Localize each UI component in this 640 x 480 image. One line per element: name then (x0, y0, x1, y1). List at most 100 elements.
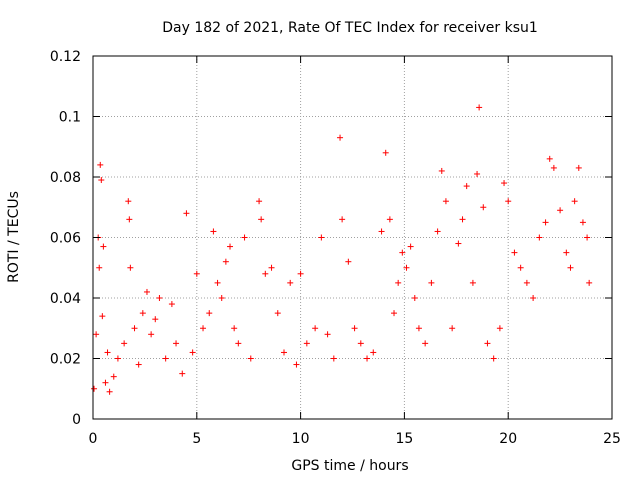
data-point (536, 234, 543, 241)
x-tick-label: 0 (89, 431, 98, 447)
data-point (339, 216, 346, 223)
data-point (357, 340, 364, 347)
data-point (530, 295, 537, 301)
x-axis-label: GPS time / hours (291, 458, 408, 474)
data-point (364, 355, 371, 362)
data-point (480, 204, 487, 211)
data-point (438, 167, 445, 174)
data-point (127, 264, 134, 271)
data-point (156, 295, 163, 301)
y-tick-label: 0.12 (50, 49, 81, 65)
data-point (523, 279, 530, 286)
data-point (100, 243, 107, 250)
data-point (104, 349, 111, 356)
data-point (484, 340, 491, 347)
data-point (517, 264, 524, 271)
data-point (575, 164, 582, 171)
x-tick-label: 5 (192, 431, 201, 447)
data-point (214, 279, 221, 286)
data-point (382, 149, 389, 156)
data-point (337, 134, 344, 141)
data-point (135, 361, 142, 368)
data-point (579, 219, 586, 226)
data-point (293, 361, 300, 368)
data-point (469, 279, 476, 286)
data-point (106, 388, 113, 395)
data-point (152, 316, 159, 323)
data-point (183, 210, 190, 217)
data-point (386, 216, 393, 223)
data-point (210, 228, 217, 235)
data-point (399, 249, 406, 256)
data-point (268, 264, 275, 271)
data-point (231, 325, 238, 332)
data-point (297, 270, 304, 277)
x-tick-label: 20 (499, 431, 517, 447)
data-point (247, 355, 254, 362)
y-tick-label: 0.08 (50, 170, 81, 186)
data-point (434, 228, 441, 235)
data-point (93, 331, 100, 338)
data-point (455, 240, 462, 247)
data-point (411, 295, 418, 301)
data-point (121, 340, 128, 347)
data-point (542, 219, 549, 226)
data-point (131, 325, 138, 332)
y-tick-label: 0 (72, 412, 81, 428)
data-point (330, 355, 337, 362)
data-point (422, 340, 429, 347)
data-point (227, 243, 234, 250)
data-point (162, 355, 169, 362)
data-point (463, 183, 470, 190)
y-tick-label: 0.04 (50, 291, 81, 307)
data-point (96, 264, 103, 271)
data-point (110, 373, 117, 380)
data-point (476, 104, 483, 111)
data-point (139, 310, 146, 317)
data-point (567, 264, 574, 271)
data-point (98, 177, 105, 184)
data-point (179, 370, 186, 377)
data-point (312, 325, 319, 332)
data-point (571, 198, 578, 205)
y-tick-label: 0.1 (59, 110, 81, 126)
data-point (403, 264, 410, 271)
data-point (505, 198, 512, 205)
data-point (546, 155, 553, 162)
x-tick-label: 10 (292, 431, 310, 447)
data-point (262, 270, 269, 277)
grid-lines (93, 56, 612, 419)
data-point (258, 216, 265, 223)
data-point (193, 270, 200, 277)
data-point (114, 355, 121, 362)
data-point (280, 349, 287, 356)
axis-ticks: 0 5 10 15 20 25 0 0.02 0.04 0.06 0.08 0.1 0.12 (50, 49, 621, 447)
y-tick-label: 0.02 (50, 352, 81, 368)
data-point (218, 295, 225, 301)
data-point (125, 198, 132, 205)
data-point (391, 310, 398, 317)
data-point (378, 228, 385, 235)
data-point (407, 243, 414, 250)
y-axis-label: ROTI / TECUs (6, 191, 22, 283)
data-point (303, 340, 310, 347)
data-point (222, 258, 229, 265)
data-point (173, 340, 180, 347)
data-point (206, 310, 213, 317)
data-point (459, 216, 466, 223)
data-point (474, 170, 481, 177)
data-point (189, 349, 196, 356)
data-point (550, 164, 557, 171)
data-point (501, 180, 508, 187)
data-point (442, 198, 449, 205)
data-point (200, 325, 207, 332)
data-point (126, 216, 133, 223)
data-point (345, 258, 352, 265)
x-tick-label: 15 (395, 431, 413, 447)
data-point (143, 288, 150, 295)
data-point (557, 207, 564, 214)
data-points (91, 104, 593, 395)
data-point (235, 340, 242, 347)
data-point (395, 279, 402, 286)
